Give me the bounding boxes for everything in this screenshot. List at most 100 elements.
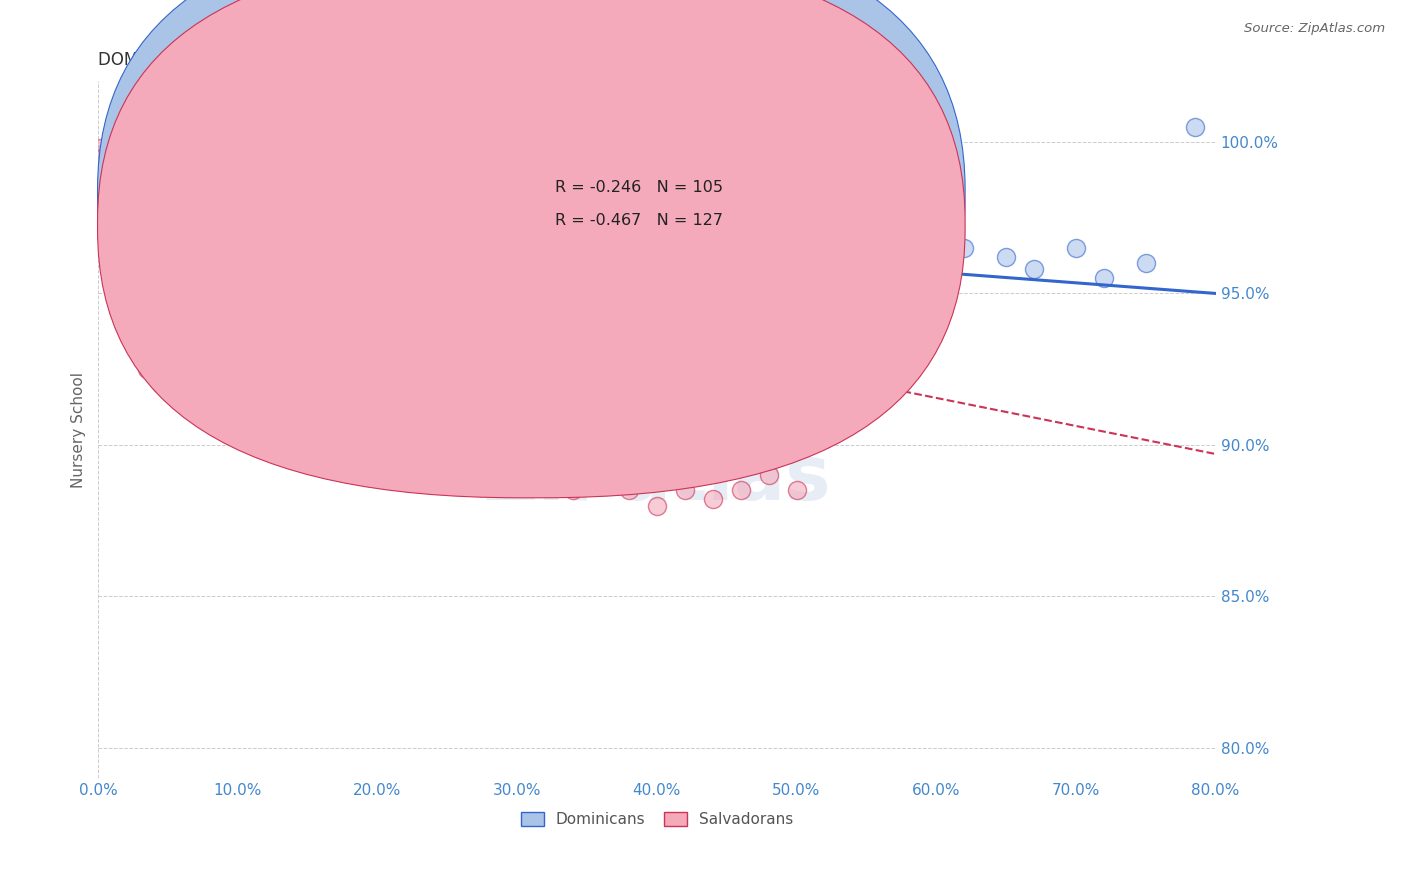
Point xyxy=(297,293,319,307)
Point xyxy=(911,226,934,240)
Point xyxy=(827,228,849,243)
Point xyxy=(1064,241,1087,255)
Point xyxy=(346,293,368,307)
Point xyxy=(207,280,229,294)
Point xyxy=(506,310,529,325)
Point xyxy=(145,232,167,246)
Point xyxy=(186,259,208,273)
Point xyxy=(492,271,515,285)
Point xyxy=(224,271,246,285)
Point xyxy=(422,238,444,252)
Point xyxy=(408,301,430,316)
Point xyxy=(380,280,402,294)
Point xyxy=(170,284,193,298)
Point xyxy=(659,286,682,301)
Point xyxy=(231,293,253,307)
Point xyxy=(450,293,472,307)
Point xyxy=(159,247,181,261)
Point xyxy=(136,226,159,240)
Point xyxy=(765,232,787,246)
Point xyxy=(129,247,152,261)
Point xyxy=(138,277,160,292)
Point xyxy=(135,259,157,273)
Point xyxy=(478,438,501,452)
Point xyxy=(394,277,416,292)
Point xyxy=(93,150,115,164)
Point xyxy=(129,208,152,222)
Point xyxy=(346,271,368,285)
Point xyxy=(269,265,291,279)
Point xyxy=(195,256,218,270)
Point xyxy=(534,180,557,194)
Point xyxy=(235,280,257,294)
Point xyxy=(276,293,298,307)
Point xyxy=(150,250,173,264)
Point xyxy=(380,423,402,437)
Point xyxy=(332,262,354,277)
Point xyxy=(124,250,146,264)
Point xyxy=(311,284,333,298)
Text: R = -0.246   N = 105: R = -0.246 N = 105 xyxy=(554,180,723,195)
Point xyxy=(325,293,347,307)
Point xyxy=(855,211,877,225)
Point xyxy=(297,247,319,261)
Point xyxy=(702,492,724,507)
Point xyxy=(786,219,808,234)
Point xyxy=(716,280,738,294)
Point xyxy=(191,408,214,422)
Point xyxy=(325,414,347,428)
Point xyxy=(353,232,375,246)
Point xyxy=(506,453,529,467)
Point xyxy=(464,241,486,255)
Point xyxy=(709,219,731,234)
Point xyxy=(239,301,262,316)
Point xyxy=(429,259,451,273)
Point xyxy=(443,247,465,261)
Point xyxy=(387,293,409,307)
Point xyxy=(318,274,340,288)
Point xyxy=(373,310,395,325)
Point xyxy=(139,232,162,246)
Point xyxy=(198,265,221,279)
Point xyxy=(91,147,114,161)
Point xyxy=(107,195,129,210)
Point xyxy=(464,301,486,316)
Point xyxy=(207,274,229,288)
Point xyxy=(191,247,214,261)
Point xyxy=(603,317,626,331)
Point xyxy=(548,174,571,188)
Point xyxy=(353,408,375,422)
Point xyxy=(813,432,835,446)
Point xyxy=(304,265,326,279)
Point xyxy=(506,171,529,186)
Point xyxy=(401,262,423,277)
Point xyxy=(758,468,780,483)
Point xyxy=(436,274,458,288)
Point xyxy=(205,392,228,407)
Point xyxy=(173,250,195,264)
Point xyxy=(325,241,347,255)
Point xyxy=(160,235,183,249)
Point xyxy=(304,310,326,325)
Text: DOMINICAN VS SALVADORAN NURSERY SCHOOL CORRELATION CHART: DOMINICAN VS SALVADORAN NURSERY SCHOOL C… xyxy=(98,51,683,69)
Point xyxy=(995,250,1018,264)
Point xyxy=(218,295,240,310)
Point xyxy=(688,232,710,246)
Point xyxy=(167,274,190,288)
Point xyxy=(575,202,598,216)
Point xyxy=(589,301,612,316)
Point xyxy=(318,301,340,316)
Point xyxy=(380,268,402,283)
Point xyxy=(150,253,173,268)
Point xyxy=(359,286,381,301)
Point xyxy=(112,213,135,227)
Point xyxy=(179,271,201,285)
Point xyxy=(187,277,209,292)
Point xyxy=(744,241,766,255)
Point xyxy=(457,280,479,294)
Point xyxy=(212,286,235,301)
Point xyxy=(415,271,437,285)
Point xyxy=(429,280,451,294)
Point xyxy=(173,232,195,246)
Point xyxy=(610,219,633,234)
